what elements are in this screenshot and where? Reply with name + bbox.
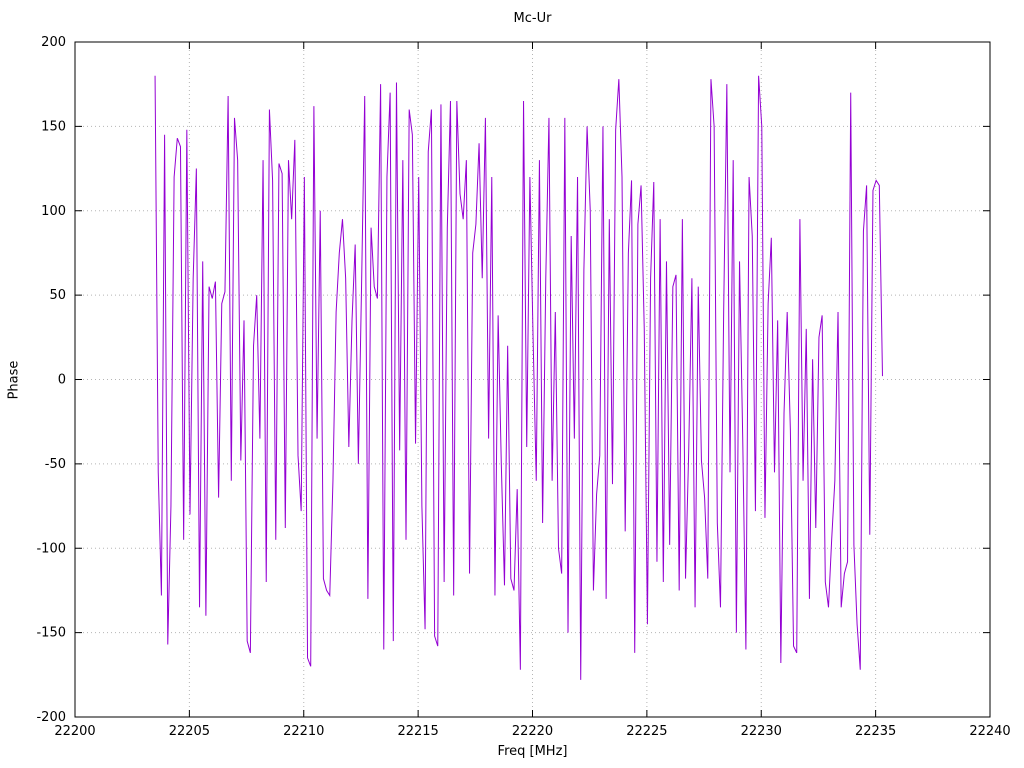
y-tick-label: -100 — [36, 541, 66, 556]
x-tick-label: 22230 — [741, 724, 782, 739]
x-tick-label: 22235 — [855, 724, 896, 739]
x-tick-label: 22215 — [397, 724, 438, 739]
y-tick-label: 150 — [41, 119, 66, 134]
x-tick-label: 22240 — [969, 724, 1010, 739]
x-tick-label: 22210 — [283, 724, 324, 739]
x-tick-label: 22200 — [54, 724, 95, 739]
y-tick-label: -200 — [36, 710, 66, 725]
y-tick-label: 200 — [41, 35, 66, 50]
x-axis-title: Freq [MHz] — [497, 744, 568, 759]
phase-line — [154, 75, 883, 680]
y-tick-label: 100 — [41, 204, 66, 219]
y-tick-label: 50 — [49, 288, 66, 303]
chart-title: Mc-Ur — [513, 11, 552, 26]
y-tick-label: -50 — [45, 457, 66, 472]
x-tick-label: 22225 — [626, 724, 667, 739]
y-tick-label: -150 — [36, 626, 66, 641]
x-tick-label: 22220 — [512, 724, 553, 739]
y-tick-label: 0 — [58, 373, 66, 388]
x-tick-label: 22205 — [169, 724, 210, 739]
